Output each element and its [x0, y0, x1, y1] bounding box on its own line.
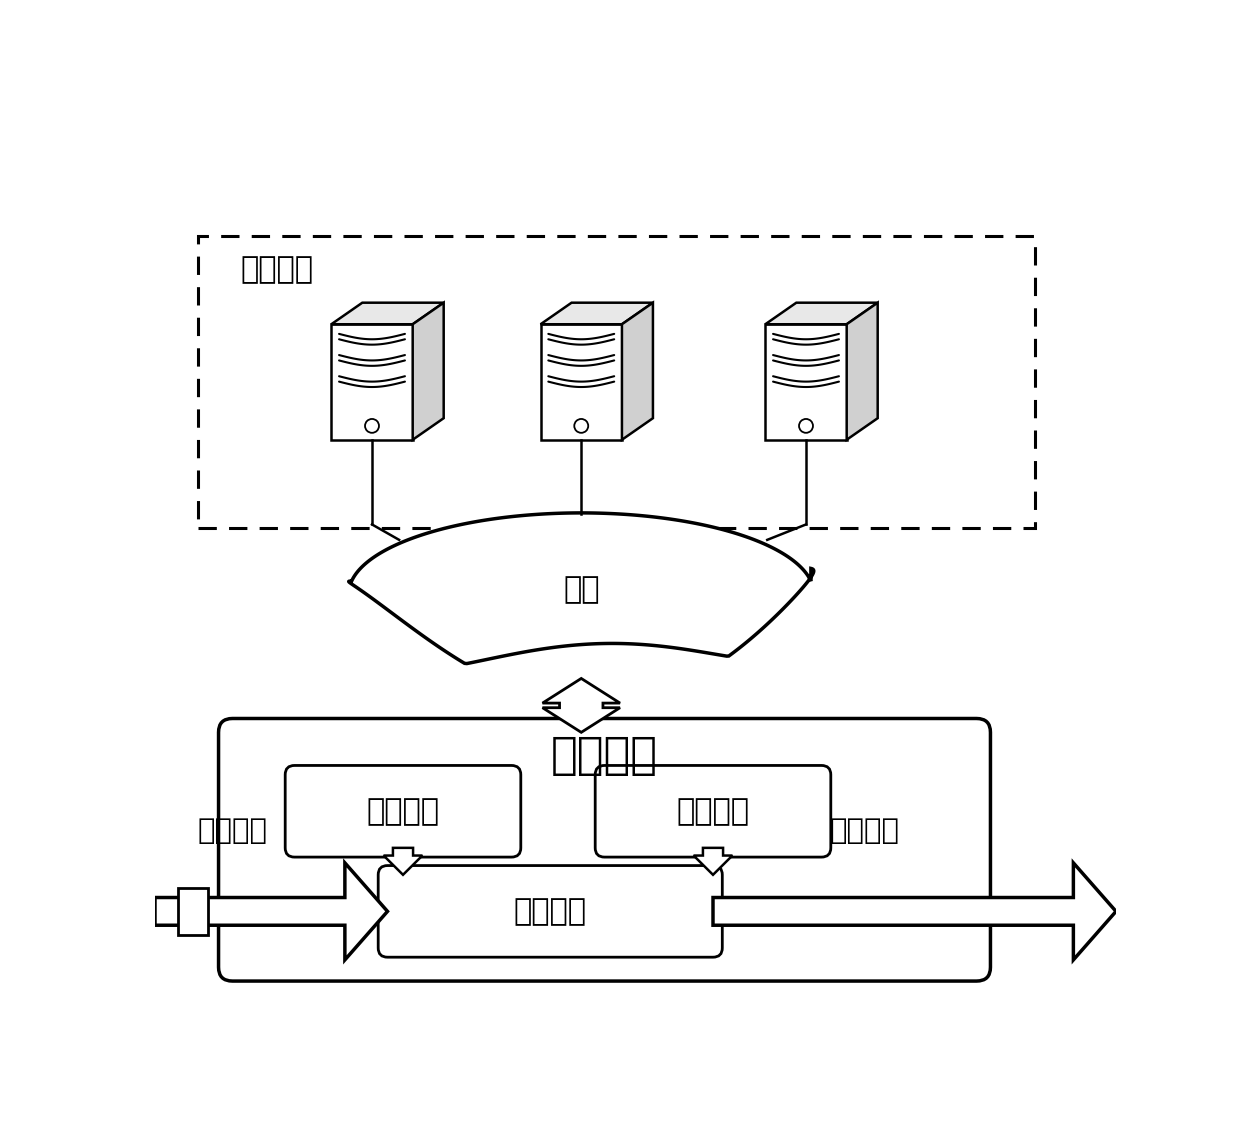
Polygon shape	[541, 324, 622, 440]
Polygon shape	[765, 324, 847, 440]
Polygon shape	[713, 863, 1116, 959]
FancyBboxPatch shape	[218, 719, 991, 981]
Polygon shape	[765, 303, 878, 324]
Polygon shape	[331, 303, 444, 324]
Text: 相似样本: 相似样本	[830, 817, 899, 844]
FancyBboxPatch shape	[197, 236, 1034, 529]
Text: 网络: 网络	[563, 575, 599, 605]
Polygon shape	[383, 848, 423, 875]
Polygon shape	[155, 863, 387, 959]
Circle shape	[799, 419, 813, 433]
Text: 分类处理: 分类处理	[367, 797, 439, 826]
Polygon shape	[847, 303, 878, 440]
Circle shape	[574, 419, 588, 433]
FancyBboxPatch shape	[285, 765, 521, 857]
Polygon shape	[693, 848, 733, 875]
Text: 查询样本: 查询样本	[197, 817, 268, 844]
Text: 索引处理: 索引处理	[677, 797, 749, 826]
Polygon shape	[413, 303, 444, 440]
Polygon shape	[331, 324, 413, 440]
Polygon shape	[622, 303, 653, 440]
Polygon shape	[541, 303, 653, 324]
Text: 计算平台: 计算平台	[551, 734, 658, 777]
Text: 查询处理: 查询处理	[513, 897, 587, 925]
FancyBboxPatch shape	[595, 765, 831, 857]
Polygon shape	[543, 678, 620, 732]
Text: 存储平台: 存储平台	[241, 255, 314, 284]
Polygon shape	[348, 513, 813, 663]
FancyBboxPatch shape	[378, 866, 722, 957]
FancyBboxPatch shape	[179, 887, 207, 936]
Circle shape	[365, 419, 379, 433]
